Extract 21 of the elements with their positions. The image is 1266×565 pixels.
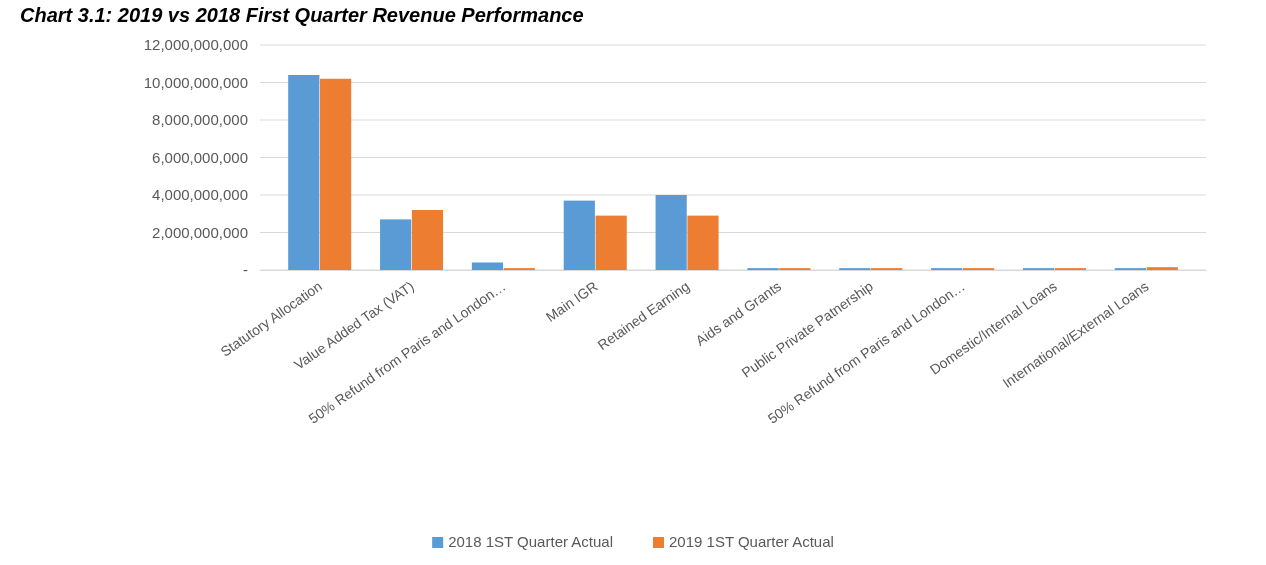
legend-label: 2018 1ST Quarter Actual xyxy=(448,533,613,550)
bar xyxy=(1146,267,1178,270)
bar xyxy=(320,78,352,270)
y-tick-label: 2,000,000,000 xyxy=(152,223,248,241)
y-tick-label: 8,000,000,000 xyxy=(152,111,248,129)
y-tick-label: 4,000,000,000 xyxy=(152,186,248,204)
y-tick-label: 6,000,000,000 xyxy=(152,148,248,166)
chart-title: Chart 3.1: 2019 vs 2018 First Quarter Revenue Performance xyxy=(20,4,584,26)
bar xyxy=(288,75,320,270)
y-tick-label: - xyxy=(243,261,248,279)
legend-label: 2019 1ST Quarter Actual xyxy=(669,533,834,550)
bar xyxy=(411,210,444,270)
x-tick-label: Main IGR xyxy=(542,277,601,325)
bar xyxy=(380,219,412,270)
bar xyxy=(563,200,595,270)
bar xyxy=(595,215,627,270)
bar xyxy=(471,262,504,270)
bar xyxy=(655,195,687,270)
y-tick-label: 12,000,000,000 xyxy=(143,36,248,54)
bar xyxy=(687,215,719,270)
y-tick-label: 10,000,000,000 xyxy=(143,73,248,91)
